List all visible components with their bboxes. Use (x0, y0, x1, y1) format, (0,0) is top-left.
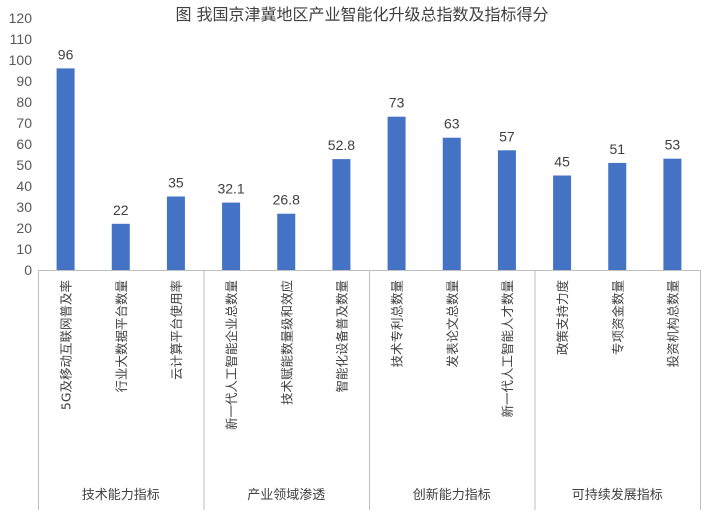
bar (442, 137, 461, 270)
data-label: 22 (113, 202, 129, 218)
y-tick-label: 30 (16, 199, 32, 215)
data-label: 96 (58, 46, 74, 62)
y-axis: 0 10 20 30 40 50 60 70 80 90 100 110 120 (9, 10, 33, 278)
y-tick-label: 70 (16, 115, 32, 131)
bar (277, 213, 296, 270)
chart-title: 图 我国京津冀地区产业智能化升级总指数及指标得分 (175, 5, 548, 24)
data-label: 52.8 (328, 137, 355, 153)
bar (553, 175, 572, 270)
data-labels: 96 22 35 32.1 26.8 52.8 73 63 57 45 51 53 (58, 46, 681, 217)
category-label: 专项资金数量 (610, 280, 625, 355)
y-tick-label: 60 (16, 136, 32, 152)
category-label: 技术赋能数量级和效应 (279, 280, 294, 405)
group-label: 技术能力指标 (82, 488, 160, 503)
bar (222, 202, 241, 270)
category-label: 发表论文总数量 (445, 280, 460, 368)
data-label: 53 (665, 137, 681, 153)
category-label: 新一代人工智能企业总数量 (224, 280, 239, 430)
category-label: 投资机构总数量 (665, 280, 680, 368)
category-label: 云计算平台使用率 (169, 280, 184, 380)
y-tick-label: 110 (10, 31, 33, 47)
y-tick-label: 90 (16, 73, 32, 89)
bar (497, 150, 516, 270)
y-tick-label: 100 (9, 52, 33, 68)
category-label: 技术专利总数量 (390, 280, 405, 368)
category-label: 5G及移动互联网普及率 (59, 280, 74, 410)
bar (332, 159, 351, 270)
bar (608, 162, 627, 270)
y-tick-label: 20 (16, 220, 32, 236)
data-label: 57 (499, 128, 515, 144)
bar (663, 158, 682, 270)
x-axis: 5G及移动互联网普及率 行业大数据平台数量 云计算平台使用率 新一代人工智能企业总数量… (38, 270, 701, 510)
group-label: 可持续发展指标 (572, 487, 663, 503)
data-label: 51 (609, 141, 625, 157)
group-label: 产业领域渗透 (247, 488, 325, 503)
bar (166, 196, 185, 270)
data-label: 63 (444, 116, 460, 132)
bars (56, 68, 682, 271)
category-label: 行业大数据平台数量 (114, 280, 129, 393)
y-tick-label: 50 (16, 157, 32, 173)
data-label: 45 (554, 154, 570, 170)
y-tick-label: 120 (9, 10, 33, 26)
y-tick-label: 40 (16, 178, 32, 194)
category-label: 政策支持力度 (555, 280, 570, 356)
bar (387, 116, 406, 270)
category-label: 智能化设备普及数量 (334, 280, 349, 393)
data-label: 32.1 (217, 181, 244, 197)
data-label: 35 (168, 175, 184, 191)
bar (56, 68, 75, 271)
bar (111, 223, 130, 270)
data-label: 26.8 (273, 192, 300, 208)
y-tick-label: 10 (16, 241, 32, 257)
data-label: 73 (389, 95, 405, 111)
group-label: 创新能力指标 (413, 487, 491, 503)
category-label: 新一代人工智能人才数量 (500, 280, 515, 418)
y-tick-label: 80 (16, 94, 32, 110)
y-tick-label: 0 (24, 262, 32, 278)
